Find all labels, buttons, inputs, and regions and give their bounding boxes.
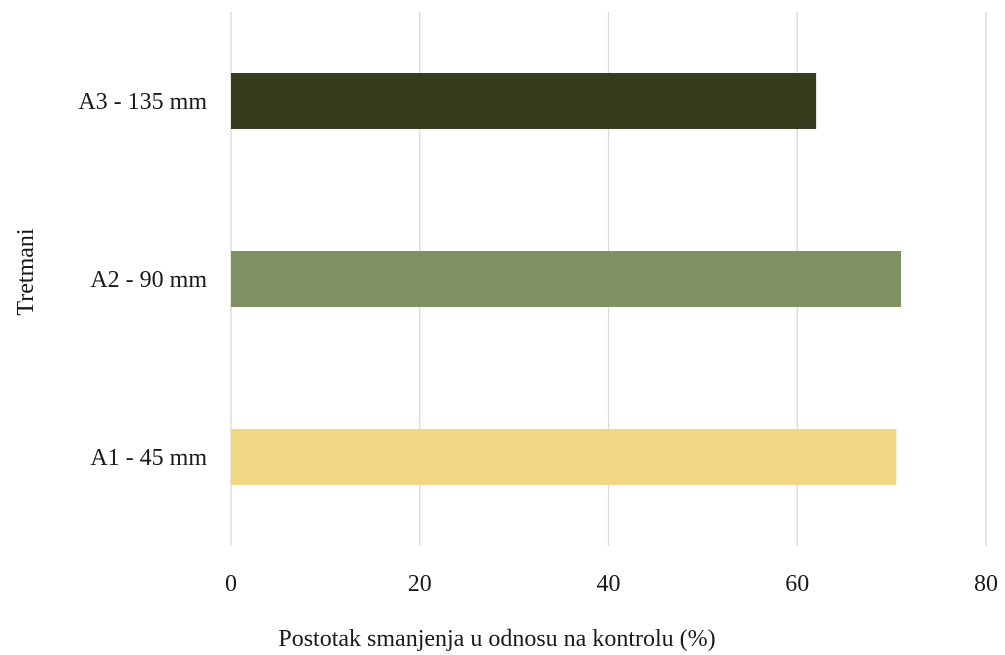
- bars: [231, 73, 902, 485]
- bar-1: [231, 429, 897, 485]
- y-tick-labels: A1 - 45 mm A2 - 90 mm A3 - 135 mm: [78, 89, 207, 471]
- y-tick-label: A1 - 45 mm: [90, 445, 207, 471]
- x-tick-label: 0: [225, 571, 237, 597]
- bar-2: [231, 251, 902, 307]
- y-tick-label: A3 - 135 mm: [78, 89, 207, 115]
- bar-3: [231, 73, 817, 129]
- x-tick-label: 80: [974, 571, 998, 597]
- x-tick-label: 60: [785, 571, 809, 597]
- x-tick-label: 40: [597, 571, 621, 597]
- y-axis-title: Tretmani: [13, 228, 39, 315]
- x-tick-label: 20: [408, 571, 432, 597]
- y-tick-label: A2 - 90 mm: [90, 267, 207, 293]
- x-axis-title: Postotak smanjenja u odnosu na kontrolu …: [278, 626, 715, 652]
- x-tick-labels: 0 20 40 60 80: [225, 571, 998, 597]
